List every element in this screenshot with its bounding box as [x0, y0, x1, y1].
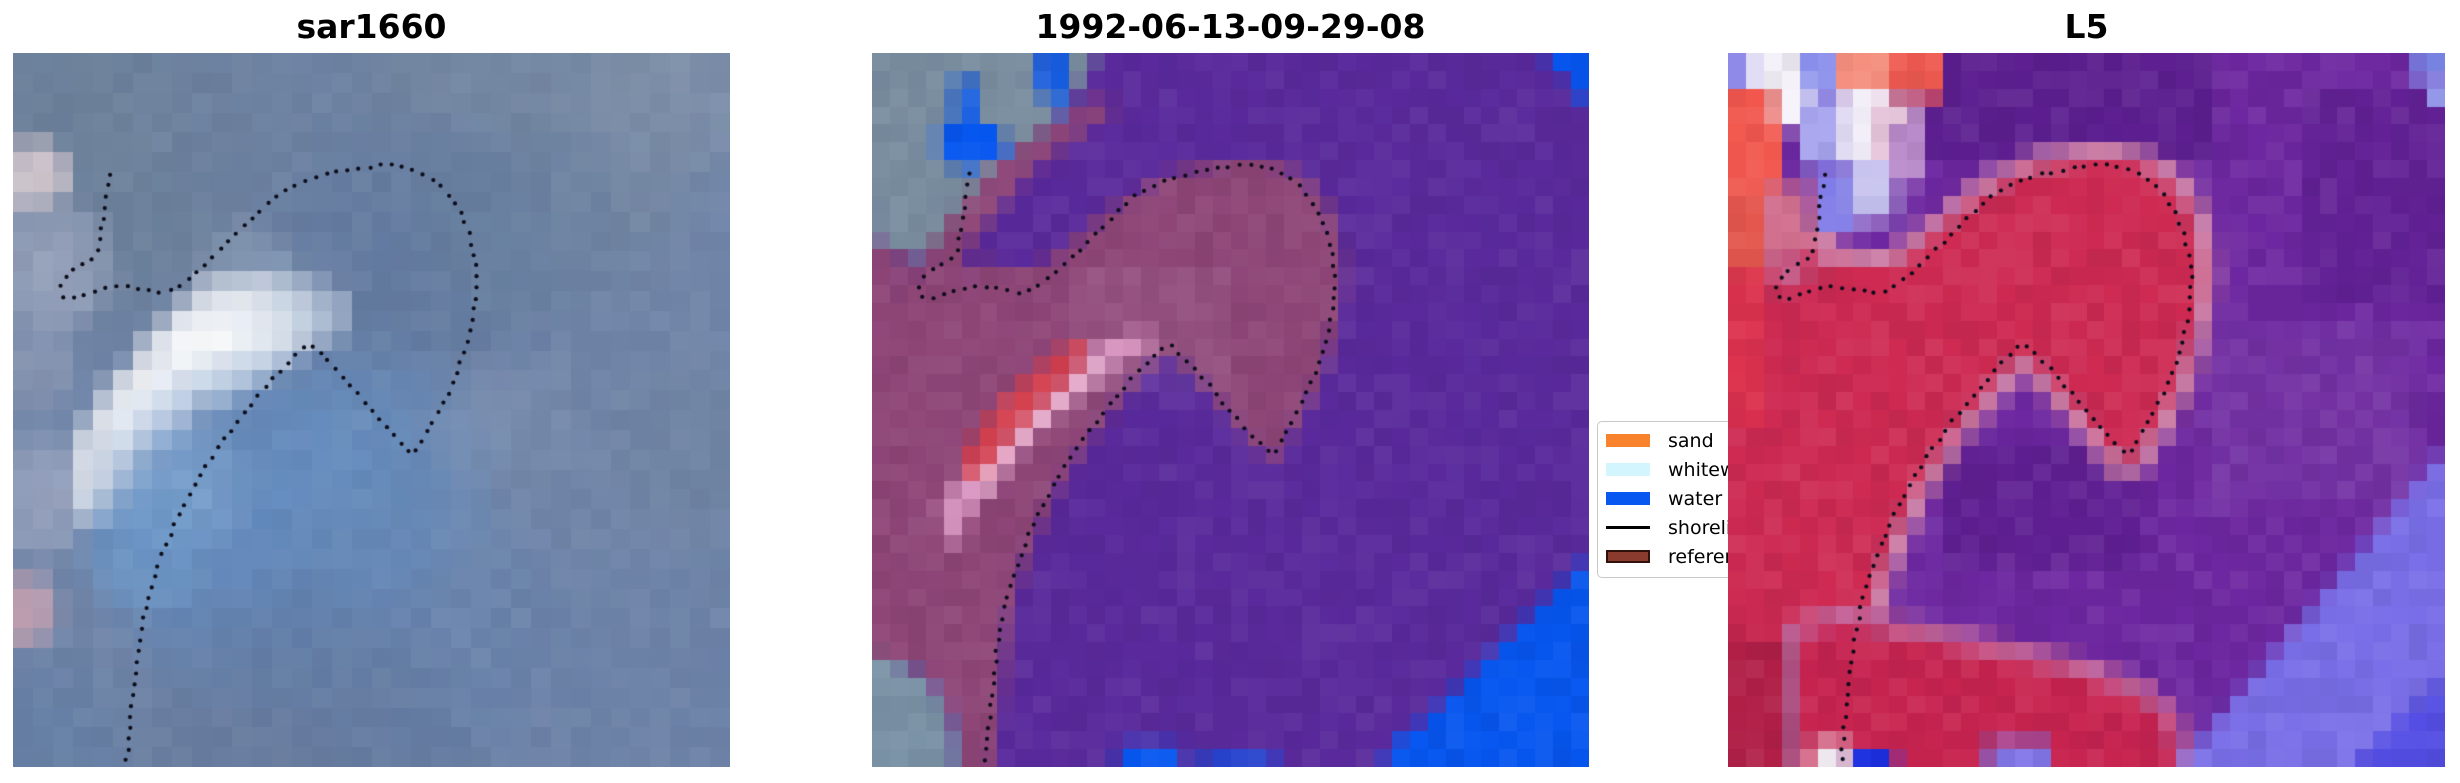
- panel-image-sar1660: [13, 53, 730, 767]
- panel-image-l5: [1728, 53, 2445, 767]
- legend-label: water: [1668, 487, 1723, 510]
- legend-patch-swatch: [1606, 434, 1650, 447]
- panel-title-l5: L5: [2064, 7, 2109, 46]
- panel-image-classified: [872, 53, 1589, 767]
- legend-patch-swatch: [1606, 492, 1650, 505]
- legend-entry-sand: sand: [1606, 426, 1796, 455]
- panel-title-sar1660: sar1660: [296, 7, 447, 46]
- legend-patch-swatch: [1606, 463, 1650, 476]
- panel-title-date: 1992-06-13-09-29-08: [1035, 7, 1426, 46]
- legend-label: sand: [1668, 429, 1714, 452]
- legend-line-swatch: [1606, 526, 1650, 529]
- legend-entry-water: water: [1606, 484, 1796, 513]
- legend-patch-swatch: [1606, 550, 1650, 563]
